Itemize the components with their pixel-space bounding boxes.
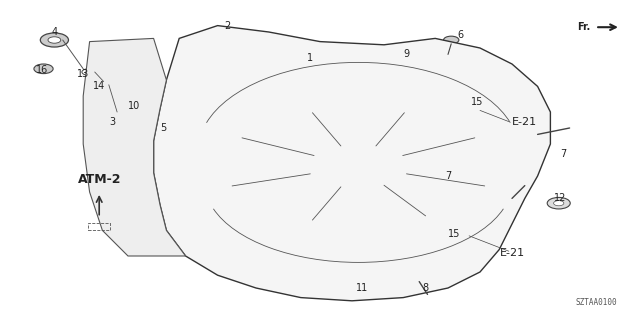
Text: SZTAA0100: SZTAA0100 [576, 298, 618, 307]
Circle shape [554, 201, 564, 206]
Circle shape [398, 50, 411, 56]
Circle shape [352, 283, 371, 293]
Circle shape [342, 278, 381, 298]
Text: 9: 9 [403, 49, 410, 60]
Circle shape [294, 134, 422, 198]
Text: 7: 7 [560, 148, 566, 159]
Circle shape [218, 96, 499, 237]
Circle shape [205, 90, 512, 243]
Text: 15: 15 [470, 97, 483, 108]
Circle shape [40, 33, 68, 47]
Text: 6: 6 [458, 30, 464, 40]
Circle shape [139, 125, 188, 150]
Circle shape [34, 64, 53, 74]
Circle shape [416, 277, 429, 283]
Circle shape [82, 69, 95, 75]
Circle shape [314, 144, 403, 189]
Text: 14: 14 [93, 81, 106, 92]
Circle shape [529, 131, 544, 138]
Circle shape [456, 231, 471, 239]
Polygon shape [154, 26, 550, 301]
Text: 16: 16 [35, 65, 48, 76]
Text: 3: 3 [109, 116, 115, 127]
Text: 12: 12 [554, 193, 566, 204]
Text: 1: 1 [307, 52, 314, 63]
Text: E-21: E-21 [499, 248, 525, 258]
Text: 13: 13 [77, 68, 90, 79]
Circle shape [156, 134, 171, 141]
Text: 11: 11 [355, 283, 368, 293]
Text: 2: 2 [224, 20, 230, 31]
Circle shape [444, 36, 459, 44]
Text: 7: 7 [445, 171, 451, 181]
Circle shape [476, 103, 491, 111]
Text: 10: 10 [128, 100, 141, 111]
Text: 15: 15 [448, 228, 461, 239]
Circle shape [112, 120, 144, 136]
Polygon shape [83, 38, 186, 256]
Text: Fr.: Fr. [577, 22, 591, 32]
Text: 8: 8 [422, 283, 429, 293]
Circle shape [48, 37, 61, 43]
Text: E-21: E-21 [512, 116, 538, 127]
Circle shape [99, 114, 157, 142]
Circle shape [98, 79, 109, 84]
Text: ATM-2: ATM-2 [77, 173, 121, 186]
Circle shape [547, 197, 570, 209]
Text: 4: 4 [51, 27, 58, 37]
Text: 5: 5 [160, 123, 166, 133]
